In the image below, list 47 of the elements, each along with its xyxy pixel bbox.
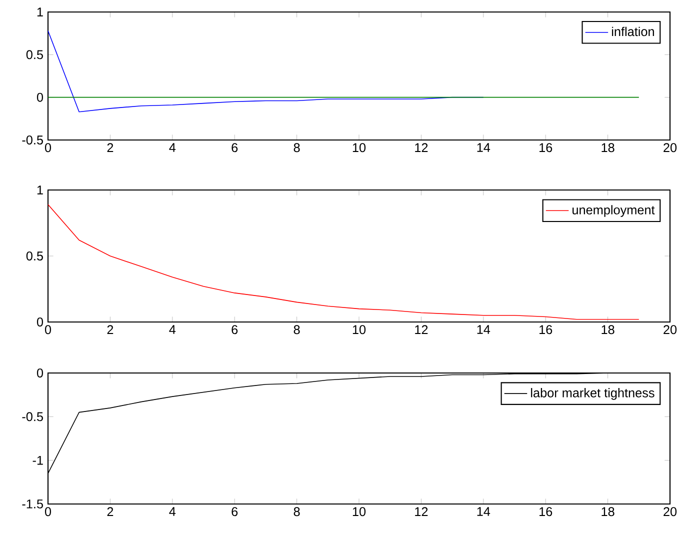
y-tick-label: 0 [36, 318, 44, 326]
x-tick-label: 12 [415, 143, 428, 152]
x-tick-label: 6 [232, 507, 238, 516]
legend-label: unemployment [572, 205, 655, 217]
x-tick-label: 0 [44, 325, 52, 334]
x-tick-label: 16 [540, 325, 552, 334]
x-tick-label: 18 [602, 325, 614, 334]
y-tick-label: 1 [37, 8, 43, 16]
x-tick-label: 18 [602, 143, 614, 152]
x-tick-label: 20 [664, 325, 677, 334]
y-tick-label: 1 [37, 186, 43, 194]
x-tick-label: 14 [477, 507, 490, 516]
y-tick-label: -1 [32, 456, 43, 465]
y-tick-label: -0.5 [22, 136, 43, 144]
x-tick-label: 20 [664, 143, 677, 152]
legend-label: labor market tightness [531, 388, 654, 400]
x-tick-label: 10 [352, 325, 366, 334]
x-tick-label: 4 [169, 507, 176, 516]
y-tick-label: 0 [36, 368, 44, 378]
x-tick-label: 16 [540, 507, 552, 516]
x-tick-label: 6 [232, 325, 238, 334]
x-tick-label: 12 [415, 325, 428, 334]
x-tick-label: 2 [107, 143, 114, 152]
x-tick-label: 20 [664, 507, 677, 516]
x-tick-label: 2 [107, 507, 114, 516]
y-tick-label: 0.5 [26, 252, 43, 260]
x-tick-label: 18 [602, 507, 614, 516]
x-tick-label: 14 [477, 143, 490, 152]
x-tick-label: 2 [107, 325, 114, 334]
x-tick-label: 12 [415, 507, 428, 516]
x-tick-label: 8 [294, 507, 300, 516]
x-tick-label: 10 [352, 143, 366, 152]
x-tick-label: 14 [477, 325, 490, 334]
x-tick-label: 10 [352, 507, 366, 516]
x-tick-label: 16 [540, 143, 552, 152]
x-tick-label: 4 [169, 143, 176, 152]
x-tick-label: 6 [232, 143, 238, 152]
x-tick-label: 8 [294, 143, 300, 152]
x-tick-label: 8 [294, 325, 300, 334]
x-tick-label: 4 [169, 325, 176, 334]
y-tick-label: -1.5 [22, 500, 43, 508]
x-tick-label: 0 [44, 143, 52, 152]
y-tick-label: 0.5 [26, 50, 43, 60]
x-tick-label: 0 [44, 507, 52, 516]
y-tick-label: 0 [36, 92, 44, 102]
y-tick-label: -0.5 [22, 412, 43, 422]
legend-label: inflation [612, 26, 654, 36]
